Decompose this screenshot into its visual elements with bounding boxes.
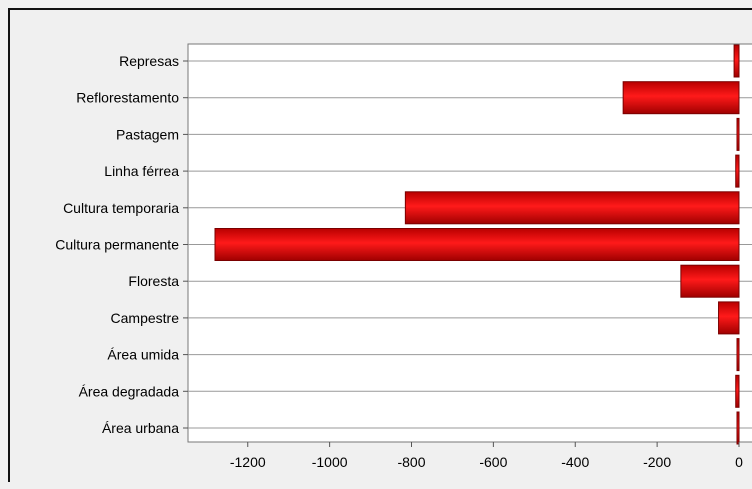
y-tick-label: Campestre	[111, 310, 180, 326]
y-tick-label: Represas	[119, 53, 179, 69]
y-tick-label: Área urbana	[102, 420, 179, 436]
bar-chart: Represas Reflorestamento Pastagem Linha fér…	[55, 43, 752, 470]
bar	[733, 44, 740, 78]
y-tick-label: Pastagem	[116, 126, 179, 142]
bar	[736, 411, 740, 445]
y-tick-label: Linha férrea	[104, 163, 179, 179]
y-tick-label: Reflorestamento	[76, 90, 179, 106]
x-tick-label: -1200	[230, 454, 266, 470]
x-tick-label: 0	[735, 454, 743, 470]
bar	[736, 117, 740, 151]
y-tick-label: Área umida	[107, 347, 179, 363]
bar	[680, 264, 740, 298]
bar	[735, 374, 740, 408]
y-tick-label: Floresta	[128, 273, 179, 289]
bar	[214, 228, 740, 261]
x-tick-label: -400	[561, 454, 589, 470]
chart-panel: Represas Reflorestamento Pastagem Linha fér…	[8, 8, 752, 482]
bar	[404, 191, 740, 225]
x-tick-label: -1000	[312, 454, 348, 470]
bar	[735, 154, 740, 188]
y-tick-label: Cultura temporaria	[63, 200, 179, 216]
x-tick-label: -200	[643, 454, 671, 470]
bar	[622, 81, 740, 115]
bar	[736, 338, 740, 372]
x-tick-label: -600	[479, 454, 507, 470]
bar	[718, 301, 740, 335]
y-tick-label: Área degradada	[79, 383, 180, 399]
x-tick-label: -800	[397, 454, 425, 470]
y-tick-label: Cultura permanente	[55, 237, 179, 253]
